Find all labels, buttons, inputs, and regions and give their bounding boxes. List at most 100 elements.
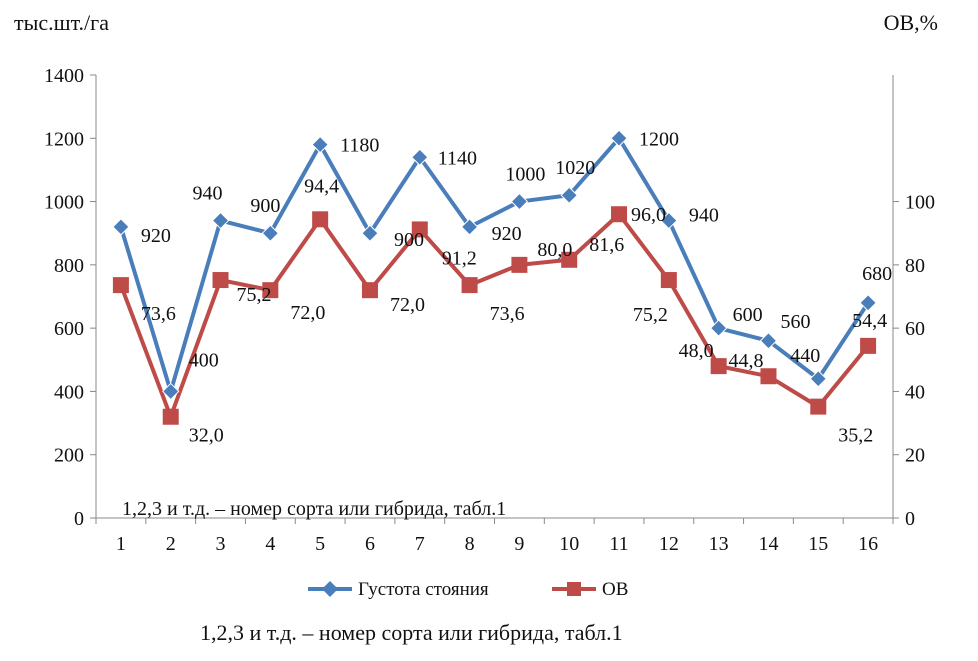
- density-data-label: 600: [733, 304, 763, 326]
- ov-data-label: 75,2: [237, 284, 272, 306]
- legend-label-ov: ОВ: [602, 579, 628, 600]
- ov-data-label: 81,6: [589, 234, 624, 256]
- density-data-label: 400: [189, 349, 219, 371]
- ov-point: [561, 251, 578, 268]
- y-right-tick-label: 40: [905, 381, 925, 403]
- legend-item-ov: ОВ: [552, 579, 628, 600]
- x-tick-label: 2: [166, 533, 176, 555]
- data-labels: 920 400 940 900 1180 900 1140 920 1000 1020 1200 94…: [141, 128, 892, 446]
- density-point: [560, 186, 578, 204]
- x-tick-label: 12: [659, 533, 679, 555]
- x-tick-label: 5: [315, 533, 325, 555]
- x-tick-label: 9: [514, 533, 524, 555]
- density-point: [411, 148, 429, 166]
- density-data-label: 1020: [555, 157, 595, 179]
- density-point: [809, 370, 827, 388]
- ov-point: [162, 408, 179, 425]
- density-point: [610, 129, 628, 147]
- legend-marker-density: [322, 581, 338, 597]
- legend-item-density: Густота стояния: [308, 579, 489, 600]
- y-left-tick-label: 0: [74, 508, 84, 530]
- ov-point: [760, 368, 777, 385]
- density-data-label: 1200: [639, 128, 679, 150]
- y-left-tick-label: 200: [54, 445, 84, 467]
- x-tick-label: 16: [858, 533, 878, 555]
- x-tick-label: 14: [758, 533, 778, 555]
- x-tick-label: 13: [709, 533, 729, 555]
- ov-data-label: 44,8: [728, 350, 763, 372]
- density-data-label: 1140: [438, 147, 477, 169]
- density-data-label: 1000: [505, 164, 545, 186]
- ov-point: [461, 277, 478, 294]
- ov-data-label: 32,0: [189, 425, 224, 447]
- ov-point: [361, 282, 378, 299]
- density-data-label: 940: [689, 205, 719, 227]
- density-data-label: 1180: [340, 135, 379, 157]
- y-left-tick-label: 400: [54, 381, 84, 403]
- density-point: [460, 218, 479, 236]
- y-left-tick-label: 1400: [44, 65, 84, 87]
- y-right-tick-label: 60: [905, 318, 925, 340]
- density-point: [162, 382, 180, 401]
- density-data-label: 680: [862, 263, 892, 285]
- density-point: [709, 319, 728, 337]
- ov-data-label: 73,6: [490, 303, 525, 325]
- density-point: [112, 218, 130, 236]
- ov-data-label: 72,0: [390, 294, 425, 316]
- x-tick-label: 6: [365, 533, 375, 555]
- inner-note: 1,2,3 и т.д. – номер сорта или гибрида, …: [122, 498, 506, 520]
- density-point: [510, 192, 529, 211]
- legend-label-density: Густота стояния: [358, 579, 489, 600]
- series-line-ov: [119, 212, 870, 419]
- figure-caption: 1,2,3 и т.д. – номер сорта или гибрида, …: [200, 620, 623, 645]
- density-point: [261, 224, 280, 242]
- y-left-tick-label: 1200: [44, 128, 84, 150]
- y-left-unit-label: тыс.шт./га: [14, 10, 109, 35]
- density-data-label: 920: [492, 223, 522, 245]
- density-data-label: 940: [193, 183, 223, 205]
- density-data-label: 560: [780, 311, 810, 333]
- series-lines: [118, 136, 870, 419]
- y-right-unit-label: ОВ,%: [884, 10, 938, 35]
- y-left-tick-label: 1000: [44, 192, 84, 214]
- ov-data-label: 54,4: [852, 310, 887, 332]
- density-point: [660, 211, 678, 230]
- ov-data-label: 80,0: [537, 239, 572, 261]
- y-right-tick-label: 20: [905, 445, 925, 467]
- ov-data-label: 96,0: [631, 204, 666, 226]
- density-point: [311, 135, 329, 154]
- ov-point: [860, 337, 877, 354]
- ov-point: [212, 272, 229, 289]
- ov-point: [262, 282, 279, 299]
- density-point: [859, 294, 877, 312]
- density-point: [759, 332, 778, 350]
- ov-point: [411, 221, 428, 238]
- x-tick-label: 8: [465, 533, 475, 555]
- ov-data-label: 72,0: [290, 302, 325, 324]
- ov-data-label: 48,0: [679, 340, 714, 362]
- x-tick-label: 4: [265, 533, 275, 555]
- ov-point: [312, 211, 329, 228]
- ov-point: [710, 358, 727, 375]
- y-left-tick-label: 600: [54, 318, 84, 340]
- density-data-label: 440: [790, 345, 820, 367]
- density-point: [361, 224, 379, 242]
- legend-marker-ov: [567, 582, 581, 596]
- density-data-label: 920: [141, 225, 171, 247]
- x-tick-label: 15: [808, 533, 828, 555]
- x-tick-label: 11: [609, 533, 628, 555]
- ov-point: [660, 272, 677, 289]
- y-right-tick-label: 100: [905, 192, 935, 214]
- x-tick-label: 7: [415, 533, 425, 555]
- density-point: [211, 211, 230, 230]
- x-tick-label: 10: [559, 533, 579, 555]
- y-right-tick-label: 80: [905, 255, 925, 277]
- ov-data-label: 75,2: [633, 304, 668, 326]
- series-line-density: [118, 136, 870, 394]
- y-left-tick-label: 800: [54, 255, 84, 277]
- x-tick-label: 1: [116, 533, 126, 555]
- ov-data-label: 91,2: [442, 247, 477, 269]
- density-data-label: 900: [250, 195, 280, 217]
